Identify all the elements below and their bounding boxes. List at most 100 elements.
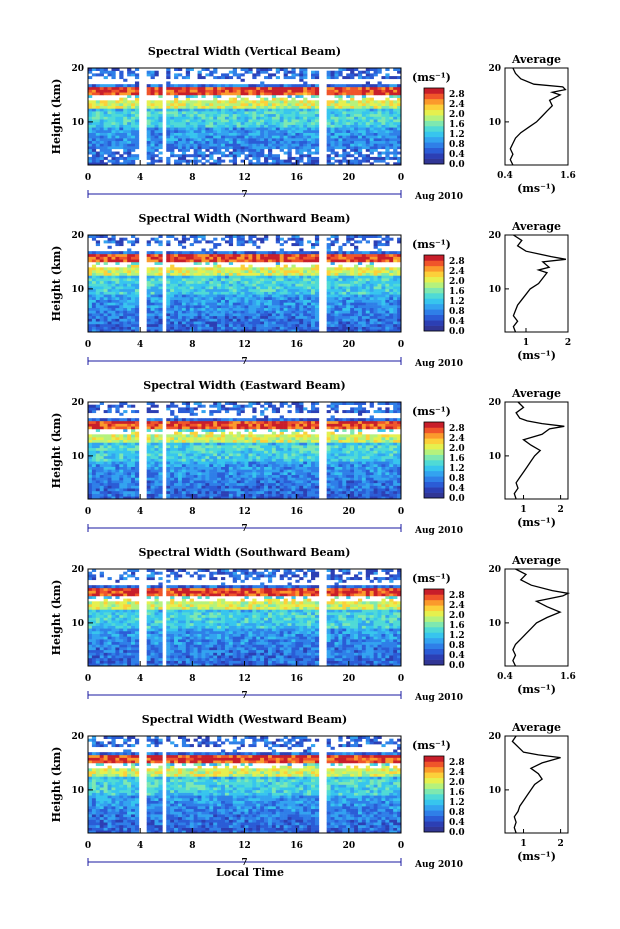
heatmap-cell <box>240 267 245 271</box>
heatmap-cell <box>174 84 179 88</box>
heatmap-cell <box>131 496 136 500</box>
heatmap-cell <box>103 86 108 90</box>
heatmap-cell <box>350 92 355 96</box>
heatmap-cell <box>228 286 234 290</box>
heatmap-cell <box>279 248 284 252</box>
heatmap-cell <box>209 121 214 125</box>
heatmap-cell <box>146 162 151 166</box>
colorbar-swatch <box>424 120 444 127</box>
heatmap-cell <box>217 270 222 274</box>
heatmap-cell <box>397 116 402 120</box>
heatmap-cell <box>115 243 120 247</box>
heatmap-cell <box>115 275 120 279</box>
heatmap-cell <box>177 251 183 255</box>
heatmap-cell <box>373 278 378 282</box>
heatmap-cell <box>209 251 214 255</box>
heatmap-cell <box>240 92 245 96</box>
heatmap-cell <box>260 307 265 311</box>
heatmap-cell <box>303 146 308 150</box>
heatmap-cell <box>123 105 128 109</box>
heatmap-cell <box>354 159 359 163</box>
heatmap-cell <box>357 296 363 300</box>
x-tick-label: 16 <box>290 173 303 183</box>
heatmap-cell <box>146 275 151 279</box>
heatmap-cell <box>95 259 101 263</box>
heatmap-cell <box>365 143 370 147</box>
heatmap-cell <box>107 84 112 88</box>
heatmap-cell <box>127 288 132 292</box>
heatmap-cell <box>244 305 249 309</box>
heatmap-cell <box>350 105 355 109</box>
heatmap-cell <box>95 261 101 265</box>
heatmap-cell <box>193 84 198 88</box>
heatmap-cell <box>260 148 265 152</box>
heatmap-cell <box>115 458 120 462</box>
heatmap-cell <box>170 264 175 268</box>
heatmap-cell <box>373 156 378 160</box>
heatmap-cell <box>166 127 171 131</box>
heatmap-cell <box>174 100 179 104</box>
heatmap-cell <box>295 291 300 295</box>
heatmap-cell <box>232 143 237 147</box>
heatmap-cell <box>311 267 316 271</box>
heatmap-cell <box>107 108 112 112</box>
heatmap-cell <box>181 283 187 287</box>
heatmap-cell <box>240 148 245 152</box>
heatmap-cell <box>252 92 257 96</box>
heatmap-cell <box>381 111 386 115</box>
heatmap-cell <box>232 121 237 125</box>
heatmap-cell <box>334 294 339 298</box>
heatmap-cell <box>193 105 198 109</box>
colorbar-swatch <box>424 93 444 100</box>
colorbar-swatch <box>424 287 444 294</box>
heatmap-cell <box>111 100 116 104</box>
heatmap-cell <box>373 235 378 238</box>
heatmap-cell <box>201 323 206 327</box>
heatmap-cell <box>334 108 339 112</box>
heatmap-cell <box>361 140 367 144</box>
heatmap-cell <box>107 159 112 163</box>
heatmap-cell <box>115 318 120 322</box>
heatmap-cell <box>287 154 292 158</box>
heatmap-cell <box>267 326 273 330</box>
heatmap-cell <box>291 92 296 96</box>
heatmap-cell <box>330 291 335 295</box>
heatmap-cell <box>119 240 124 244</box>
heatmap-cell <box>350 103 355 107</box>
heatmap-cell <box>103 315 108 319</box>
heatmap-cell <box>123 86 128 90</box>
heatmap-cell <box>381 288 386 292</box>
heatmap-cell <box>91 472 97 476</box>
heatmap-cell <box>365 326 370 330</box>
heatmap-cell <box>127 283 132 287</box>
heatmap-cell <box>279 138 284 142</box>
heatmap-cell <box>119 294 124 298</box>
heatmap-cell <box>279 143 284 147</box>
heatmap-cell <box>166 318 171 322</box>
heatmap-cell <box>283 275 288 279</box>
heatmap-cell <box>107 442 112 446</box>
heatmap-cell <box>330 259 335 263</box>
heatmap-cell <box>260 329 265 333</box>
heatmap-cell <box>205 154 210 158</box>
heatmap-cell <box>314 129 320 133</box>
heatmap-cell <box>134 129 140 133</box>
heatmap-cell <box>326 321 331 325</box>
heatmap-cell <box>311 296 316 300</box>
heatmap-cell <box>131 124 136 128</box>
heatmap-cell <box>177 278 183 282</box>
heatmap-cell <box>197 108 202 112</box>
heatmap-cell <box>260 294 265 298</box>
heatmap-cell <box>256 84 261 88</box>
heatmap-cell <box>338 103 343 107</box>
heatmap-cell <box>303 288 308 292</box>
heatmap-cell <box>275 159 281 163</box>
heatmap-cell <box>91 259 97 263</box>
heatmap-cell <box>205 294 210 298</box>
heatmap-cell <box>150 267 155 271</box>
heatmap-cell <box>287 146 292 150</box>
heatmap-cell <box>103 410 108 414</box>
heatmap-cell <box>271 135 277 139</box>
heatmap-cell <box>291 146 296 150</box>
heatmap-cell <box>95 154 101 158</box>
